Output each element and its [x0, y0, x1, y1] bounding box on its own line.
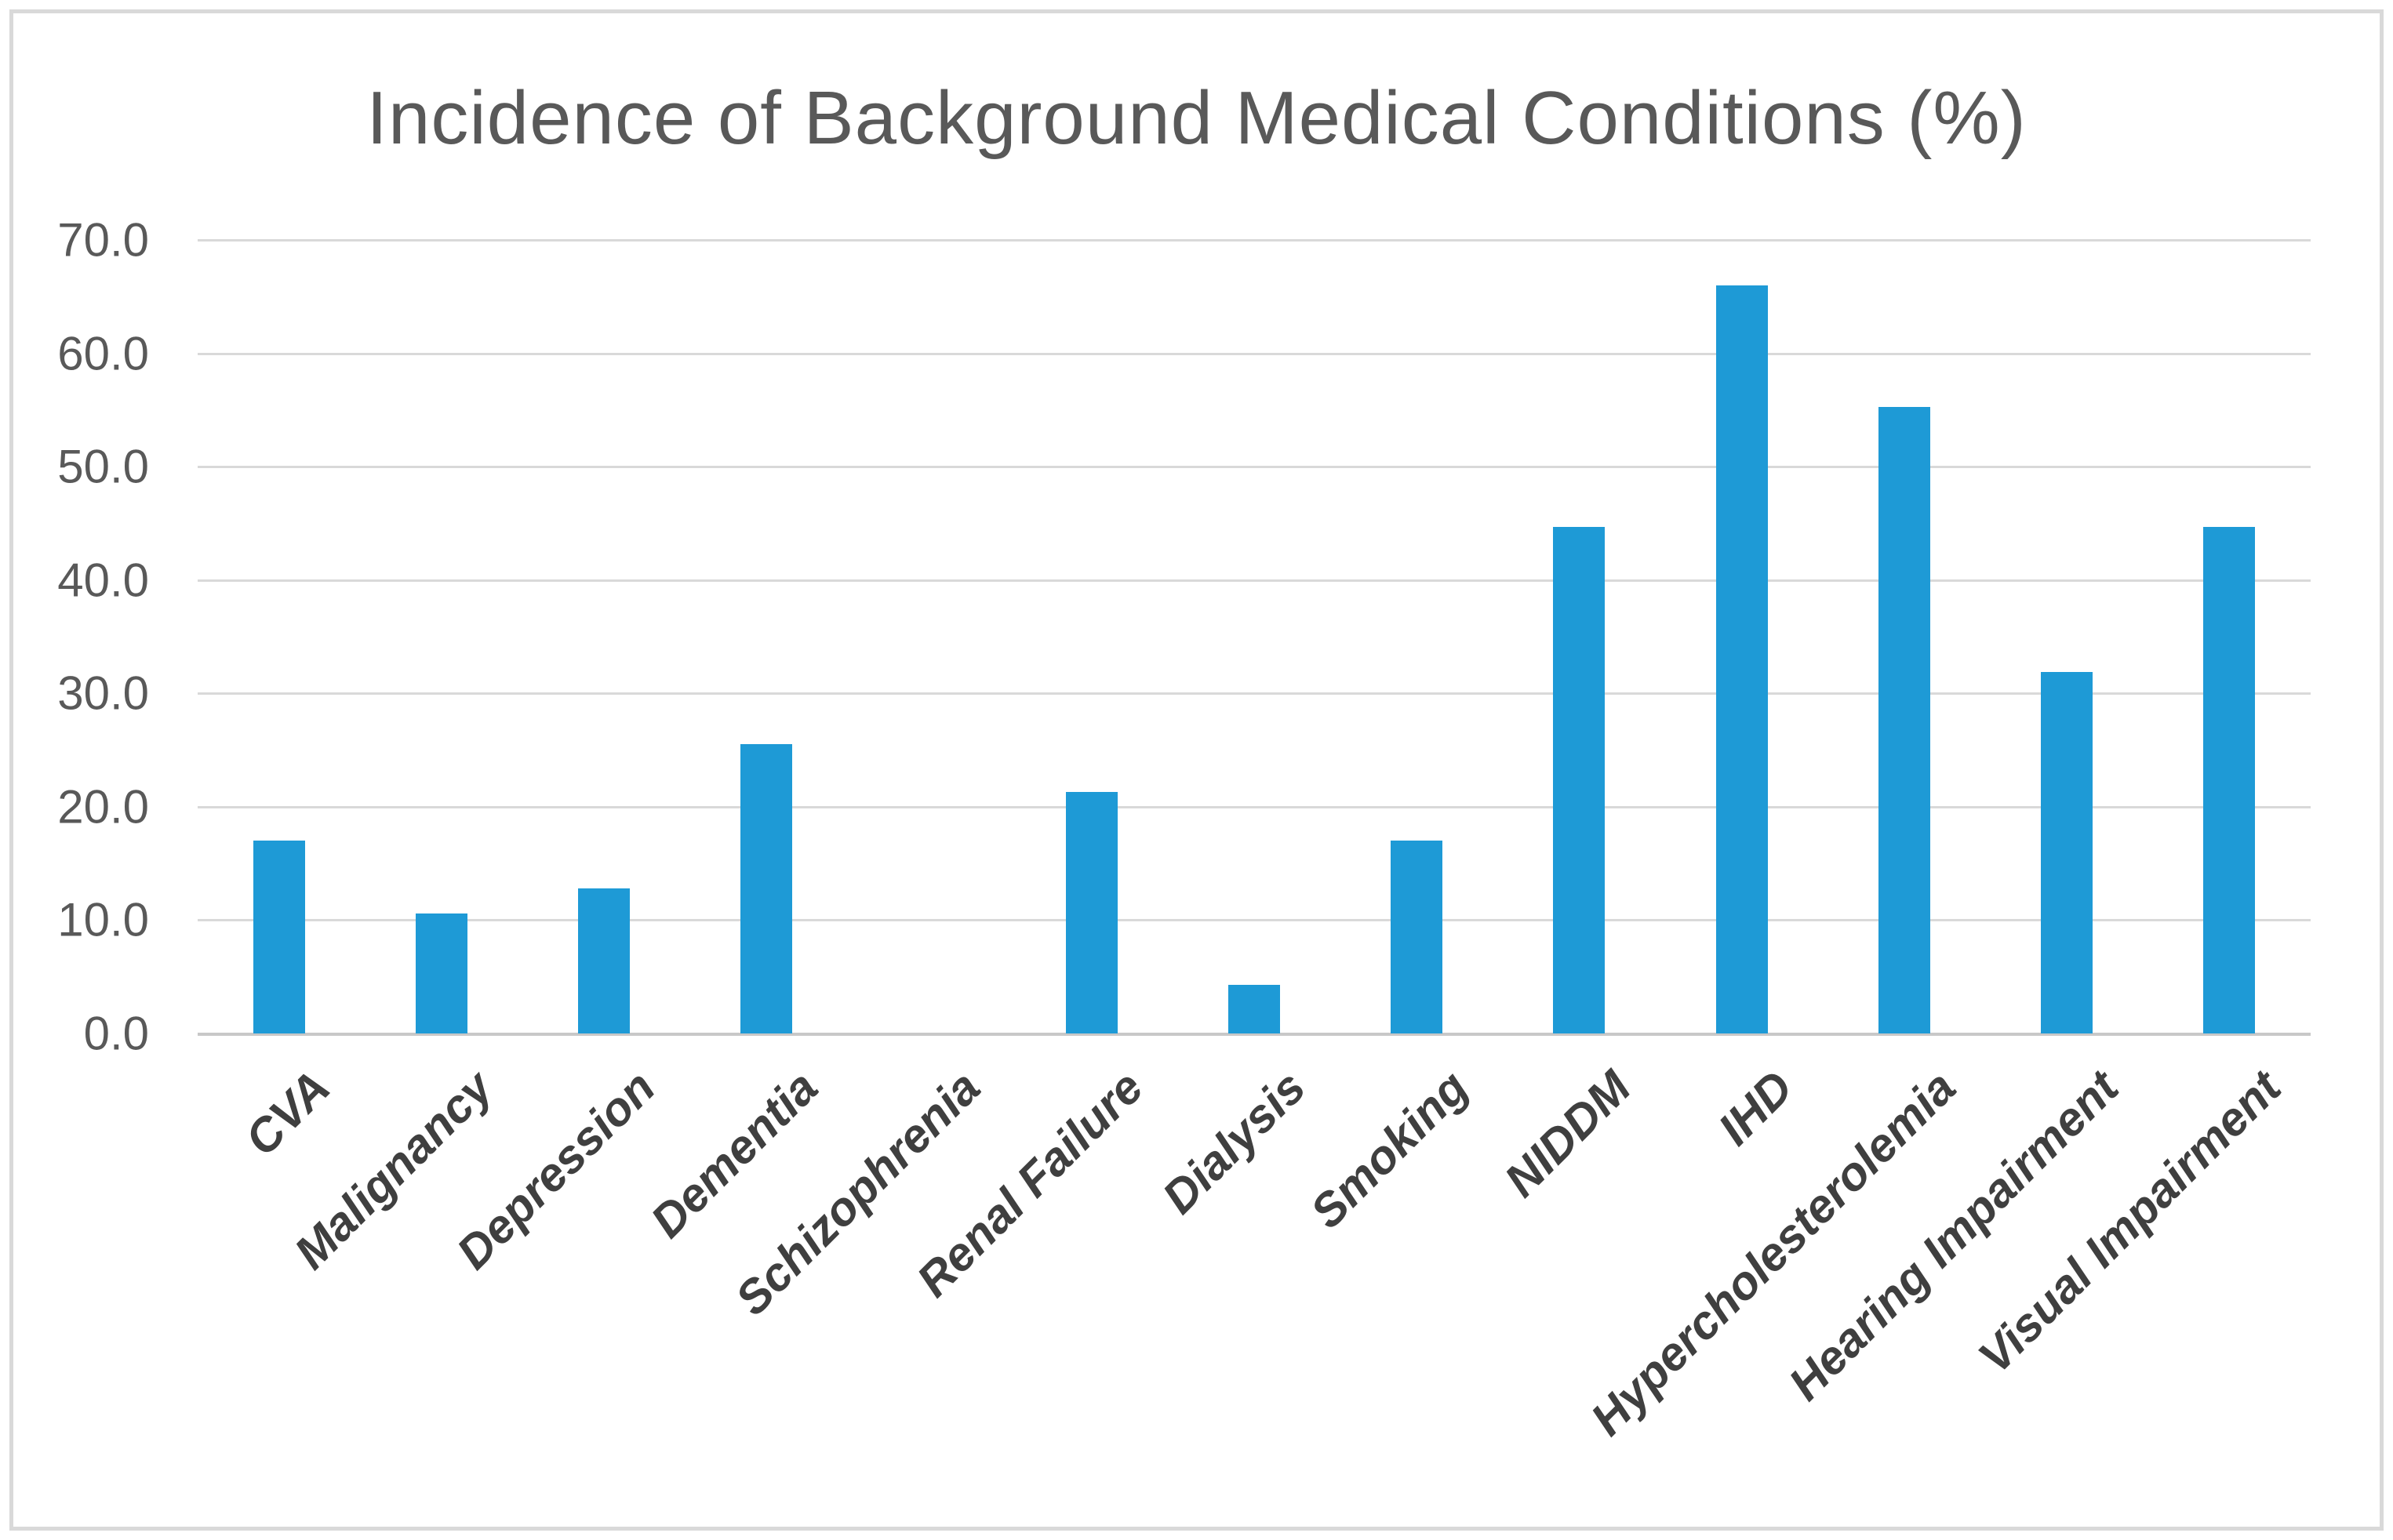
y-tick-label-0: 0.0 [83, 1007, 149, 1060]
bar-hearing-impairment [2041, 671, 2093, 1033]
x-tick-label-visual-impairment: Visual Impairment [1968, 1060, 2291, 1383]
x-tick-label-niddm: NIDDM [1494, 1060, 1641, 1208]
y-tick-label-70: 70.0 [57, 213, 149, 267]
chart-title: Incidence of Background Medical Conditio… [366, 76, 2027, 160]
bar-renal-failure [1065, 792, 1118, 1033]
bar-depression [578, 888, 631, 1033]
y-tick-label-30: 30.0 [57, 666, 149, 720]
y-tick-label-60: 60.0 [57, 327, 149, 380]
bar-malignancy [415, 913, 467, 1033]
gridline-60 [198, 352, 2311, 355]
x-tick-label-hearing-impairment: Hearing Impairment [1778, 1060, 2129, 1411]
y-tick-label-10: 10.0 [57, 893, 149, 946]
gridline-20 [198, 805, 2311, 808]
gridline-70 [198, 239, 2311, 242]
bar-visual-impairment [2203, 526, 2256, 1033]
bar-smoking [1391, 841, 1443, 1033]
gridline-40 [198, 579, 2311, 582]
bar-niddm [1553, 526, 1606, 1033]
bar-dementia [740, 744, 793, 1033]
y-tick-label-50: 50.0 [57, 440, 149, 493]
x-tick-label-ihd: IHD [1708, 1060, 1803, 1156]
gridline-10 [198, 919, 2311, 922]
bar-ihd [1715, 285, 1768, 1033]
gridline-30 [198, 692, 2311, 696]
bar-dialysis [1228, 984, 1280, 1033]
bar-cva [253, 841, 305, 1033]
y-tick-label-20: 20.0 [57, 780, 149, 834]
y-tick-label-40: 40.0 [57, 554, 149, 607]
gridline-50 [198, 466, 2311, 469]
bar-hypercholesterolemia [1878, 406, 1930, 1033]
x-tick-label-dialysis: Dialysis [1152, 1060, 1316, 1224]
x-tick-label-cva: CVA [235, 1060, 340, 1166]
x-tick-label-smoking: Smoking [1300, 1060, 1478, 1239]
